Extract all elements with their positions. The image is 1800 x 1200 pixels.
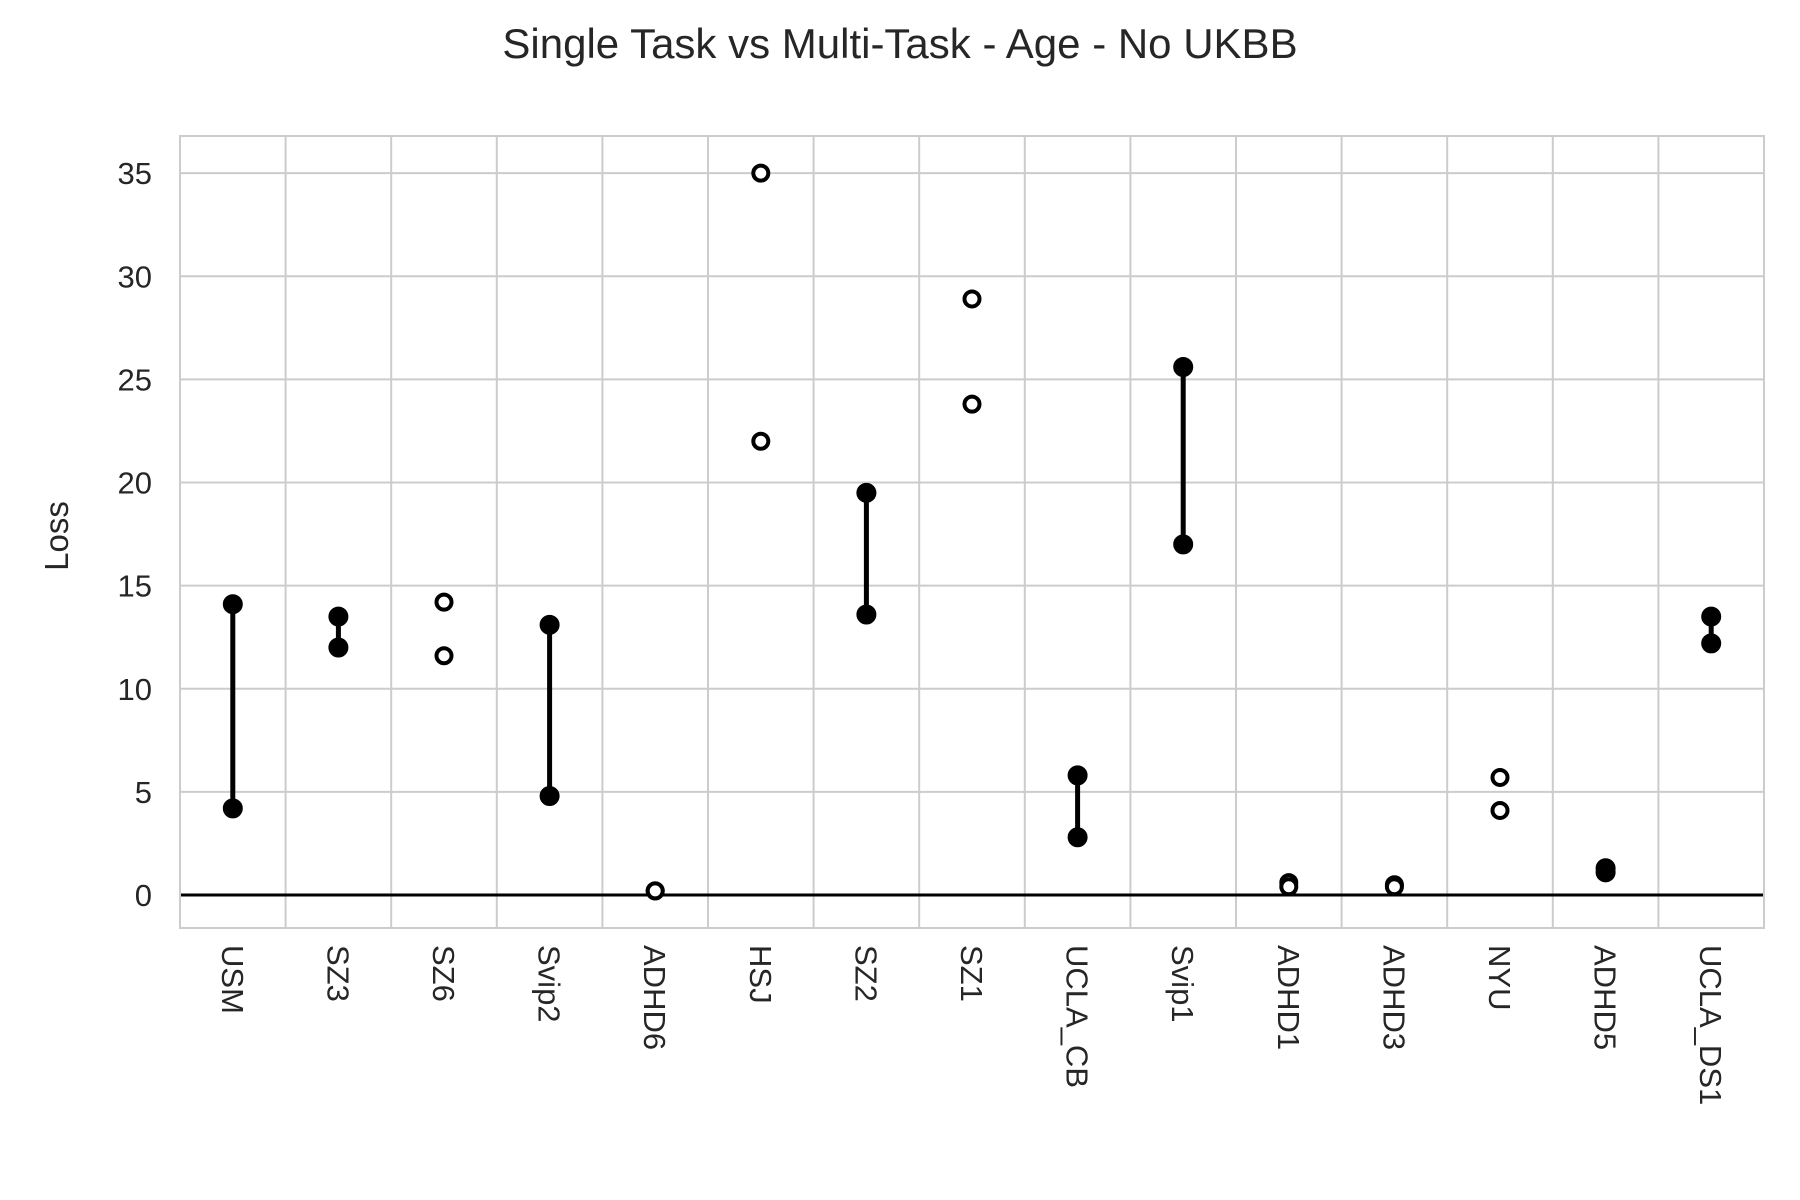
x-tick-label: ADHD5 [1588, 945, 1623, 1050]
data-point [1173, 357, 1194, 377]
data-point [1701, 606, 1722, 627]
data-point [1595, 862, 1616, 883]
y-tick-label: 20 [118, 466, 152, 501]
y-tick-label: 25 [118, 362, 152, 397]
y-tick-label: 0 [135, 878, 152, 913]
data-point [222, 798, 243, 819]
marks-layer [222, 163, 1722, 901]
data-point [434, 646, 454, 666]
data-point [1067, 827, 1088, 848]
y-tick-label: 5 [135, 775, 152, 810]
y-tick-label: 10 [118, 672, 152, 707]
y-tick-label: 30 [118, 259, 152, 294]
plot-frame [179, 135, 1765, 929]
data-point [222, 594, 243, 615]
data-point [962, 289, 982, 309]
x-tick-label: ADHD1 [1271, 945, 1306, 1050]
x-tick-label: SZ3 [320, 945, 355, 1002]
x-tick-label: ADHD6 [637, 945, 672, 1050]
x-tick-label: SZ1 [954, 945, 989, 1002]
data-point [539, 614, 560, 635]
x-tick-label: SZ2 [848, 945, 883, 1002]
x-tick-label: Svip2 [532, 945, 567, 1023]
data-point [856, 604, 877, 625]
y-axis-label: Loss [38, 501, 75, 571]
x-tick-label: HSJ [743, 945, 778, 1004]
data-point [1490, 767, 1510, 787]
x-tick-label: USM [215, 945, 250, 1014]
data-point [1173, 534, 1194, 555]
data-point [856, 482, 877, 503]
data-point [328, 606, 349, 627]
data-point [751, 163, 771, 183]
x-tick-label: ADHD3 [1376, 945, 1411, 1050]
y-tick-label: 35 [118, 156, 152, 191]
data-point [539, 786, 560, 806]
y-tick-label: 15 [118, 569, 152, 604]
data-point [434, 592, 454, 612]
x-tick-label: UCLA_CB [1060, 945, 1095, 1088]
data-point [328, 637, 349, 658]
chart-title: Single Task vs Multi-Task - Age - No UKB… [502, 20, 1298, 67]
grid-layer [180, 136, 1764, 928]
data-point [1490, 800, 1510, 820]
data-point [1701, 633, 1722, 654]
x-tick-label: Svip1 [1165, 945, 1200, 1023]
x-tick-label: SZ6 [426, 945, 461, 1002]
data-point [1067, 765, 1088, 786]
plot-frame-layer [179, 135, 1765, 929]
data-point [1279, 877, 1299, 897]
data-point [1384, 877, 1404, 897]
data-point [962, 394, 982, 414]
x-tick-label: NYU [1482, 945, 1517, 1010]
tick-label-layer: 0 5 10 15 20 25 30 35 USM SZ3 SZ6 Svip2 ADHD6 HSJ SZ2 S… [118, 156, 1729, 1105]
data-point [751, 431, 771, 451]
x-tick-label: UCLA_DS1 [1693, 945, 1728, 1105]
data-point [645, 881, 665, 901]
